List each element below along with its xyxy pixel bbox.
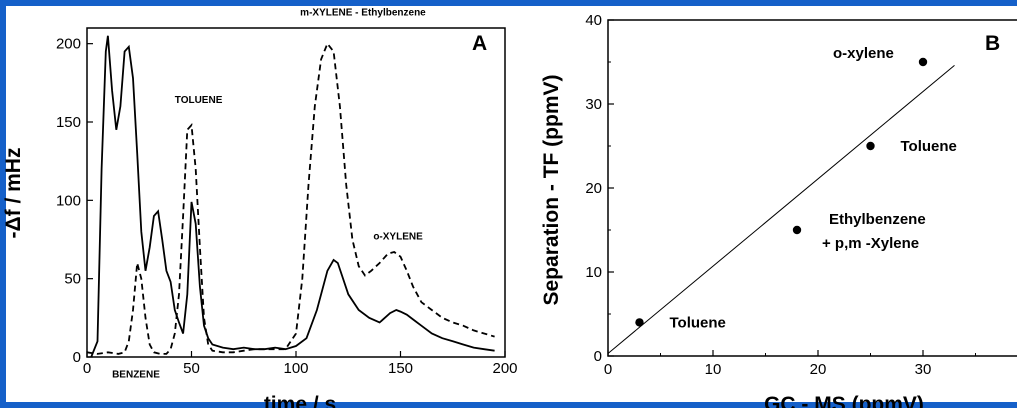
panel-a-series — [86, 35, 495, 358]
panel-a-xtick-label: 200 — [492, 360, 517, 377]
panel-a-ytick-label: 200 — [56, 36, 81, 53]
panel-b-point-label: Toluene — [670, 314, 726, 331]
frame-bottom — [0, 402, 1017, 408]
panel-b-chart: 01020304010203040 TolueneEthylbenzeneTol… — [540, 12, 1017, 408]
panel-b-point-label: o-xylene — [833, 45, 894, 62]
panel-b-data-point — [792, 225, 802, 235]
panel-a-ytick-label: 100 — [56, 192, 81, 209]
panel-a-xlabel: time / s — [264, 393, 336, 408]
panel-a-peak-annotation: BENZENE — [112, 369, 160, 380]
panel-a-chart: 0 50 100 150 200 0 50 100 150 200 m-XYLENE - Ethy… — [2, 7, 518, 408]
panel-a-peak-annotation: o-XYLENE — [373, 232, 423, 243]
panel-b-ytick-label: 0 — [594, 348, 602, 365]
panel-b-letter: B — [985, 32, 1000, 55]
panel-a-ytick-label: 150 — [56, 114, 81, 131]
panel-b-data-point — [635, 318, 644, 327]
panel-a-annotations: m-XYLENE - Ethylbenzene TOLUENE o-XYLENE BE… — [112, 7, 426, 380]
panel-a-peak-annotation: TOLUENE — [175, 95, 223, 106]
panel-b-xtick-label: 10 — [705, 361, 722, 378]
panel-a-ticks: 0 50 100 150 200 0 50 100 150 200 — [56, 36, 518, 377]
panel-b-point-label: Ethylbenzene — [829, 211, 926, 228]
frame-top — [0, 0, 1017, 6]
panel-b-xtick-label: 30 — [915, 361, 932, 378]
panel-a-letter: A — [472, 32, 487, 55]
panel-b-xlabel: GC - MS (ppmV) — [764, 393, 924, 408]
frame-left — [0, 0, 6, 408]
panel-a-xtick-label: 100 — [283, 360, 308, 377]
panel-b-ylabel: Separation - TF (ppmV) — [540, 75, 563, 306]
panel-a-ytick-label: 0 — [73, 349, 81, 366]
panel-b-ytick-label: 30 — [585, 96, 602, 113]
panel-a-series-solid-line — [90, 35, 495, 358]
panel-b-fit-line — [607, 64, 955, 354]
panel-b-plot-area — [607, 19, 1017, 357]
panel-b-extra-label: + p,m -Xylene — [822, 235, 919, 252]
panel-a-peak-annotation: m-XYLENE - Ethylbenzene — [300, 7, 426, 18]
panel-a-ylabel: -Δf / mHz — [2, 148, 25, 239]
panel-b-ytick-label: 40 — [585, 12, 602, 29]
panel-b-ytick-label: 20 — [585, 180, 602, 197]
panel-b-data-point — [918, 57, 928, 67]
panel-a-xtick-label: 150 — [388, 360, 413, 377]
panel-b-xtick-label: 0 — [604, 361, 612, 378]
panel-b-ticks: 01020304010203040 — [585, 12, 976, 378]
panel-b-xtick-label: 20 — [810, 361, 827, 378]
panel-a-xtick-label: 0 — [83, 360, 91, 377]
panel-a-plot-area — [86, 27, 506, 358]
panel-b-point-label: Toluene — [901, 138, 957, 155]
panel-a-series-dashed-line — [86, 41, 495, 355]
panel-b-ytick-label: 10 — [585, 264, 602, 281]
panel-b-data-point — [866, 141, 875, 151]
panel-a-xtick-label: 50 — [183, 360, 200, 377]
panel-a-ytick-label: 50 — [64, 271, 81, 288]
panel-b-points: Toluene Ethylbenzene Toluene o-xylene — [607, 45, 957, 354]
